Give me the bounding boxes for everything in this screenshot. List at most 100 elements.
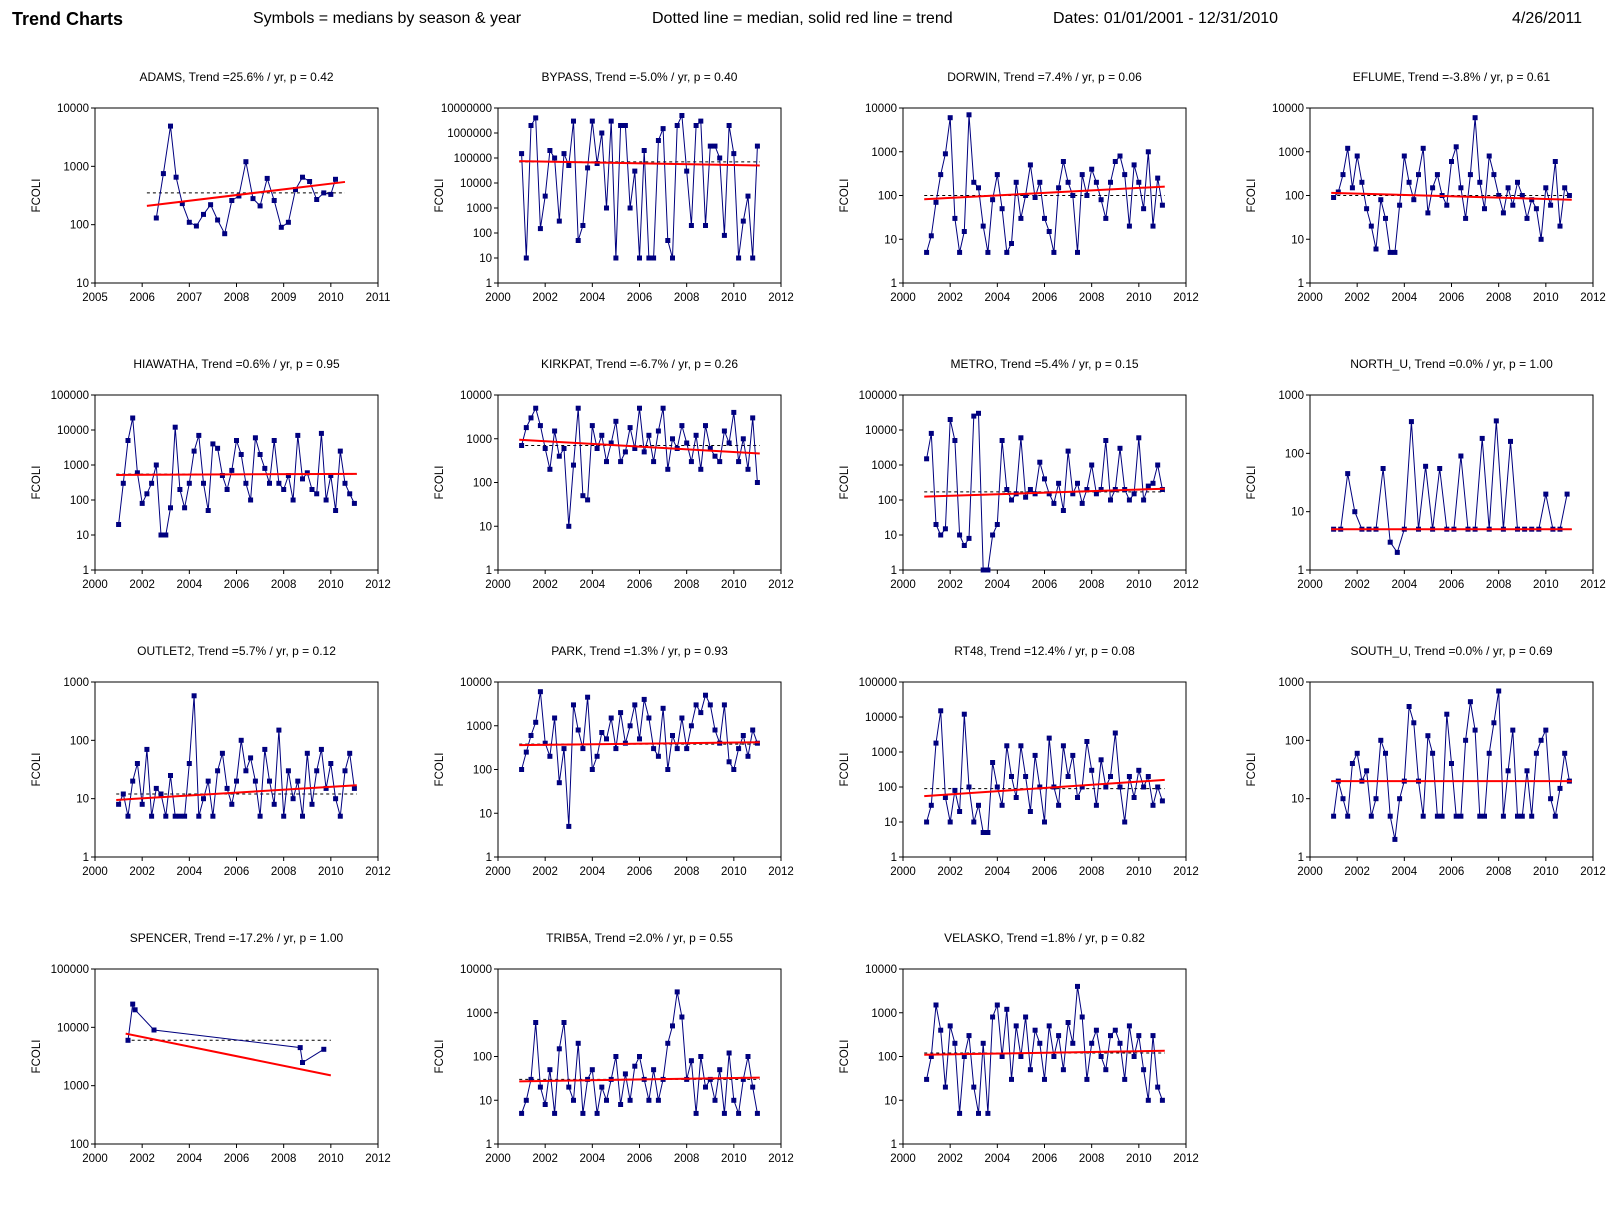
data-point bbox=[196, 432, 202, 438]
data-point bbox=[1345, 813, 1351, 819]
data-point bbox=[552, 428, 558, 434]
data-point bbox=[1027, 1067, 1033, 1073]
data-point bbox=[1013, 795, 1019, 800]
y-axis-label: FCOLI bbox=[31, 466, 43, 500]
x-tick-label: 2000 bbox=[485, 1153, 511, 1165]
data-point bbox=[1392, 836, 1398, 842]
y-tick-label: 1 bbox=[1298, 852, 1304, 864]
data-point bbox=[210, 441, 216, 447]
data-point bbox=[618, 1102, 624, 1107]
y-axis-label: FCOLI bbox=[1246, 466, 1258, 500]
data-point bbox=[604, 1097, 609, 1103]
data-point bbox=[613, 746, 619, 752]
data-point bbox=[632, 1063, 638, 1069]
data-point bbox=[1103, 438, 1109, 443]
data-point bbox=[947, 819, 953, 825]
data-point bbox=[1538, 236, 1544, 242]
data-point bbox=[990, 197, 996, 203]
data-point bbox=[547, 148, 553, 153]
data-point bbox=[1051, 500, 1057, 506]
data-point bbox=[523, 255, 529, 261]
data-point bbox=[1493, 418, 1499, 424]
x-tick-label: 2008 bbox=[1079, 1153, 1105, 1165]
data-point bbox=[1552, 813, 1558, 819]
y-tick-label: 1000 bbox=[871, 1008, 897, 1020]
data-point bbox=[1349, 185, 1355, 191]
y-tick-label: 100 bbox=[878, 495, 897, 507]
data-point bbox=[1331, 195, 1337, 200]
y-tick-label: 1 bbox=[1298, 565, 1304, 577]
data-point bbox=[1383, 215, 1388, 221]
data-point bbox=[238, 452, 244, 457]
data-point bbox=[547, 753, 553, 759]
data-point bbox=[542, 740, 548, 746]
data-point bbox=[1018, 435, 1024, 441]
data-point bbox=[627, 1097, 633, 1103]
data-point bbox=[537, 689, 543, 695]
y-tick-label: 1000000 bbox=[447, 128, 492, 140]
data-point bbox=[556, 1046, 562, 1052]
data-point bbox=[1098, 1054, 1104, 1059]
data-point bbox=[613, 255, 619, 261]
data-point bbox=[1108, 774, 1113, 779]
data-point bbox=[1117, 153, 1123, 159]
data-point bbox=[1131, 795, 1137, 800]
data-point bbox=[1331, 813, 1337, 819]
data-point bbox=[333, 176, 338, 182]
y-tick-label: 10000 bbox=[865, 103, 897, 115]
trend-line bbox=[125, 1032, 332, 1077]
data-point bbox=[655, 138, 661, 143]
x-tick-label: 2012 bbox=[1173, 579, 1199, 591]
data-point bbox=[721, 428, 727, 434]
data-point bbox=[1023, 774, 1029, 779]
data-point bbox=[604, 459, 609, 465]
data-point bbox=[637, 255, 642, 261]
y-tick-label: 100 bbox=[473, 765, 492, 777]
y-tick-label: 1000 bbox=[466, 203, 492, 215]
x-tick-label: 2000 bbox=[890, 579, 916, 591]
data-point bbox=[125, 438, 131, 443]
data-point bbox=[1046, 491, 1052, 497]
y-axis-label: FCOLI bbox=[839, 466, 851, 500]
data-point bbox=[1084, 193, 1090, 198]
chart-title: ADAMS, Trend =25.6% / yr, p = 0.42 bbox=[139, 70, 333, 84]
x-tick-label: 2010 bbox=[1533, 866, 1559, 878]
data-point bbox=[1079, 500, 1085, 506]
data-point bbox=[1439, 813, 1445, 819]
data-point bbox=[740, 1076, 746, 1082]
data-point bbox=[928, 430, 934, 436]
y-axis-label: FCOLI bbox=[839, 753, 851, 787]
data-point bbox=[589, 423, 595, 429]
y-tick-label: 10000 bbox=[460, 390, 492, 402]
y-axis-label: FCOLI bbox=[839, 179, 851, 213]
y-tick-label: 100000 bbox=[454, 153, 492, 165]
data-point bbox=[542, 193, 548, 199]
data-point bbox=[971, 413, 977, 419]
data-point bbox=[670, 436, 675, 442]
data-point bbox=[290, 796, 296, 802]
data-point bbox=[698, 710, 704, 716]
data-point bbox=[314, 768, 320, 774]
x-tick-label: 2004 bbox=[580, 1153, 606, 1165]
data-point bbox=[1018, 743, 1024, 749]
data-point bbox=[151, 1027, 157, 1033]
data-point bbox=[961, 711, 967, 717]
data-point bbox=[660, 705, 666, 711]
data-point bbox=[1155, 784, 1161, 790]
data-point bbox=[519, 443, 525, 448]
data-point bbox=[1387, 813, 1393, 819]
data-point bbox=[693, 123, 699, 128]
data-point bbox=[665, 466, 671, 472]
x-tick-label: 2006 bbox=[627, 579, 653, 591]
data-point bbox=[670, 733, 675, 738]
data-point bbox=[938, 172, 944, 178]
x-tick-label: 2002 bbox=[129, 579, 155, 591]
data-point bbox=[660, 126, 666, 132]
data-point bbox=[928, 233, 934, 239]
x-tick-label: 2008 bbox=[271, 579, 297, 591]
data-point bbox=[957, 532, 963, 538]
data-point bbox=[1117, 445, 1123, 451]
data-point bbox=[599, 730, 605, 735]
data-point bbox=[990, 760, 996, 765]
data-point bbox=[1117, 1040, 1123, 1046]
